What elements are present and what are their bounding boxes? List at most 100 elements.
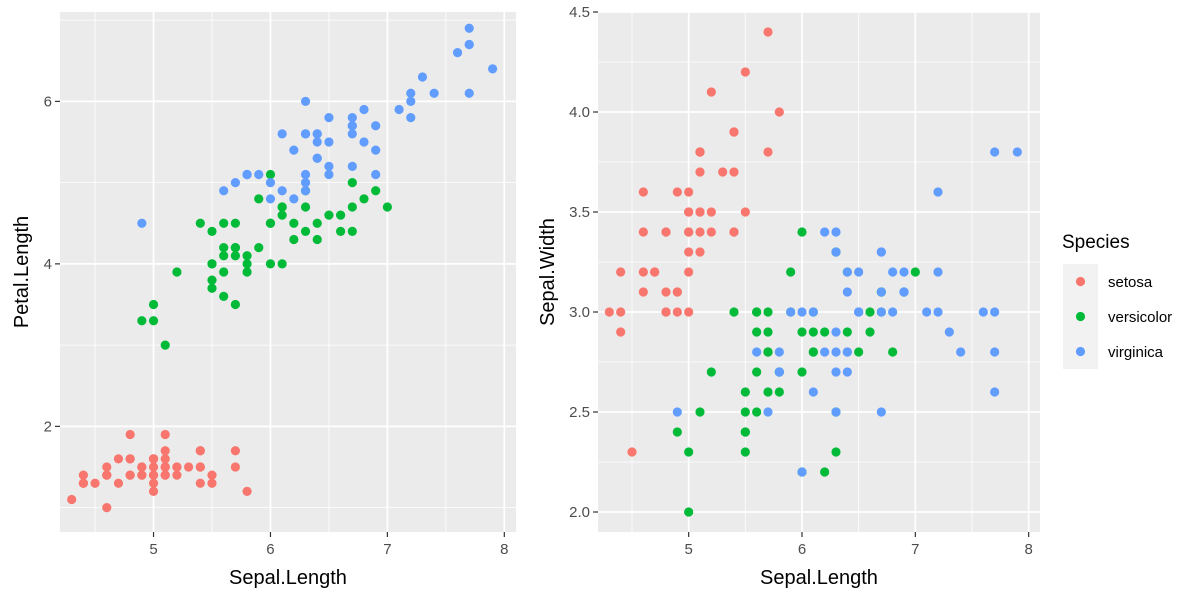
- data-point-versicolor: [684, 507, 694, 517]
- data-point-virginica: [277, 186, 287, 196]
- data-point-versicolor: [230, 251, 240, 261]
- data-point-setosa: [78, 470, 88, 480]
- data-point-setosa: [230, 446, 240, 456]
- data-point-setosa: [706, 207, 716, 217]
- data-point-virginica: [831, 327, 841, 337]
- data-point-setosa: [706, 87, 716, 97]
- y-tick-label: 3.5: [569, 204, 590, 221]
- x-tick-label: 6: [798, 541, 806, 558]
- data-point-setosa: [616, 327, 626, 337]
- y-tick-label: 4.5: [569, 4, 590, 21]
- data-point-versicolor: [808, 327, 818, 337]
- legend-label: versicolor: [1108, 309, 1172, 326]
- data-point-versicolor: [172, 267, 182, 277]
- panel-petal-length: 5 6 7 8 2 4 6 Sepal.Length Petal.Length: [11, 12, 516, 589]
- data-point-virginica: [406, 113, 416, 123]
- data-point-versicolor: [786, 267, 796, 277]
- data-point-virginica: [464, 88, 474, 98]
- data-point-virginica: [763, 407, 773, 417]
- data-point-versicolor: [752, 367, 762, 377]
- data-point-versicolor: [842, 327, 852, 337]
- data-point-setosa: [616, 267, 626, 277]
- data-point-setosa: [672, 307, 682, 317]
- data-point-versicolor: [242, 251, 252, 261]
- data-point-versicolor: [230, 218, 240, 228]
- data-point-setosa: [604, 307, 614, 317]
- data-point-versicolor: [195, 218, 205, 228]
- data-point-virginica: [312, 153, 322, 163]
- y-axis-ticks: 2.0 2.5 3.0 3.5 4.0 4.5: [569, 4, 598, 521]
- data-point-setosa: [125, 470, 135, 480]
- data-point-versicolor: [752, 307, 762, 317]
- x-tick-label: 7: [383, 541, 391, 558]
- data-point-virginica: [312, 129, 322, 139]
- data-point-versicolor: [230, 243, 240, 253]
- data-point-versicolor: [265, 259, 276, 269]
- data-point-setosa: [695, 147, 705, 157]
- data-point-setosa: [695, 167, 705, 177]
- data-point-virginica: [219, 186, 229, 196]
- data-point-setosa: [774, 107, 784, 117]
- data-point-virginica: [854, 267, 864, 277]
- data-point-versicolor: [207, 259, 217, 269]
- data-point-virginica: [347, 113, 357, 123]
- data-point-virginica: [324, 161, 334, 171]
- data-point-setosa: [763, 27, 773, 37]
- data-point-versicolor: [706, 367, 716, 377]
- data-point-setosa: [113, 478, 124, 488]
- data-point-versicolor: [312, 218, 322, 228]
- data-point-setosa: [627, 447, 637, 457]
- data-point-versicolor: [312, 234, 322, 245]
- data-point-virginica: [371, 145, 381, 155]
- y-tick-label: 4.0: [569, 104, 590, 121]
- x-tick-label: 8: [500, 541, 508, 558]
- y-axis-title: Petal.Length: [11, 216, 33, 328]
- data-point-virginica: [786, 307, 796, 317]
- data-point-virginica: [452, 48, 463, 58]
- data-point-virginica: [300, 178, 311, 188]
- data-point-versicolor: [763, 327, 773, 337]
- data-point-setosa: [78, 478, 88, 488]
- x-axis-ticks: 5 6 7 8: [684, 532, 1033, 558]
- data-point-virginica: [324, 113, 334, 123]
- data-point-versicolor: [300, 226, 311, 236]
- data-point-setosa: [650, 267, 660, 277]
- data-point-virginica: [774, 347, 784, 357]
- data-point-virginica: [230, 178, 240, 188]
- data-point-virginica: [933, 267, 943, 277]
- data-point-virginica: [1012, 147, 1022, 157]
- data-point-setosa: [102, 462, 112, 472]
- x-tick-label: 8: [1024, 541, 1032, 558]
- data-point-setosa: [684, 267, 694, 277]
- data-point-virginica: [289, 145, 299, 155]
- y-tick-label: 2: [44, 418, 52, 435]
- data-point-versicolor: [219, 218, 229, 228]
- data-point-virginica: [842, 287, 852, 297]
- data-point-virginica: [488, 64, 498, 74]
- data-point-setosa: [638, 287, 648, 297]
- data-point-virginica: [944, 327, 954, 337]
- data-point-setosa: [672, 187, 682, 197]
- minor-gridlines: [598, 12, 1040, 532]
- data-point-virginica: [277, 129, 287, 139]
- data-point-versicolor: [797, 367, 807, 377]
- data-point-versicolor: [219, 251, 229, 261]
- data-point-versicolor: [695, 407, 705, 417]
- data-point-setosa: [684, 187, 694, 197]
- data-point-virginica: [429, 88, 439, 98]
- data-point-virginica: [831, 367, 841, 377]
- data-point-versicolor: [277, 259, 287, 269]
- data-point-setosa: [695, 207, 705, 217]
- data-point-versicolor: [808, 347, 818, 357]
- data-point-virginica: [359, 137, 369, 147]
- data-point-versicolor: [242, 259, 252, 269]
- data-point-versicolor: [207, 283, 217, 293]
- data-point-setosa: [113, 454, 124, 464]
- data-point-virginica: [820, 227, 830, 237]
- x-tick-label: 5: [149, 541, 157, 558]
- data-point-setosa: [638, 227, 648, 237]
- data-point-setosa: [661, 227, 671, 237]
- data-point-setosa: [195, 462, 205, 472]
- data-point-versicolor: [865, 307, 875, 317]
- data-point-versicolor: [347, 178, 357, 188]
